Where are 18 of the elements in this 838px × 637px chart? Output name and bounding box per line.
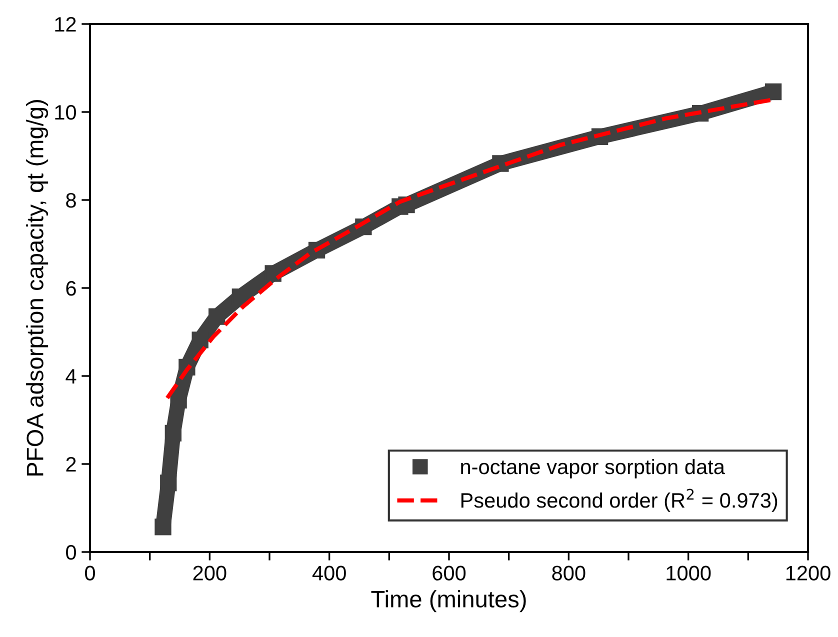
legend-label: n-octane vapor sorption data	[461, 458, 725, 478]
x-tick-label: 0	[85, 566, 95, 580]
y-tick-label: 0	[66, 545, 76, 560]
x-axis-title: Time (minutes)	[371, 590, 526, 612]
y-axis-title: PFOA adsorption capacity, qt (mg/g)	[26, 100, 48, 476]
y-tick-label: 6	[66, 281, 76, 296]
x-tick-label: 1200	[786, 566, 830, 580]
y-tick-label: 12	[55, 17, 76, 32]
y-tick-label: 4	[66, 369, 76, 384]
y-tick-label: 10	[55, 105, 76, 120]
x-tick-label: 600	[432, 566, 466, 580]
x-tick-label: 1000	[666, 566, 711, 580]
y-tick-label: 8	[66, 193, 76, 208]
x-tick-label: 200	[193, 566, 226, 580]
y-tick-label: 2	[66, 457, 76, 472]
x-tick-label: 800	[552, 566, 586, 580]
x-tick-label: 400	[312, 566, 346, 580]
legend-label: Pseudo second order (R$^{2}$ = 0.973)	[461, 488, 778, 512]
